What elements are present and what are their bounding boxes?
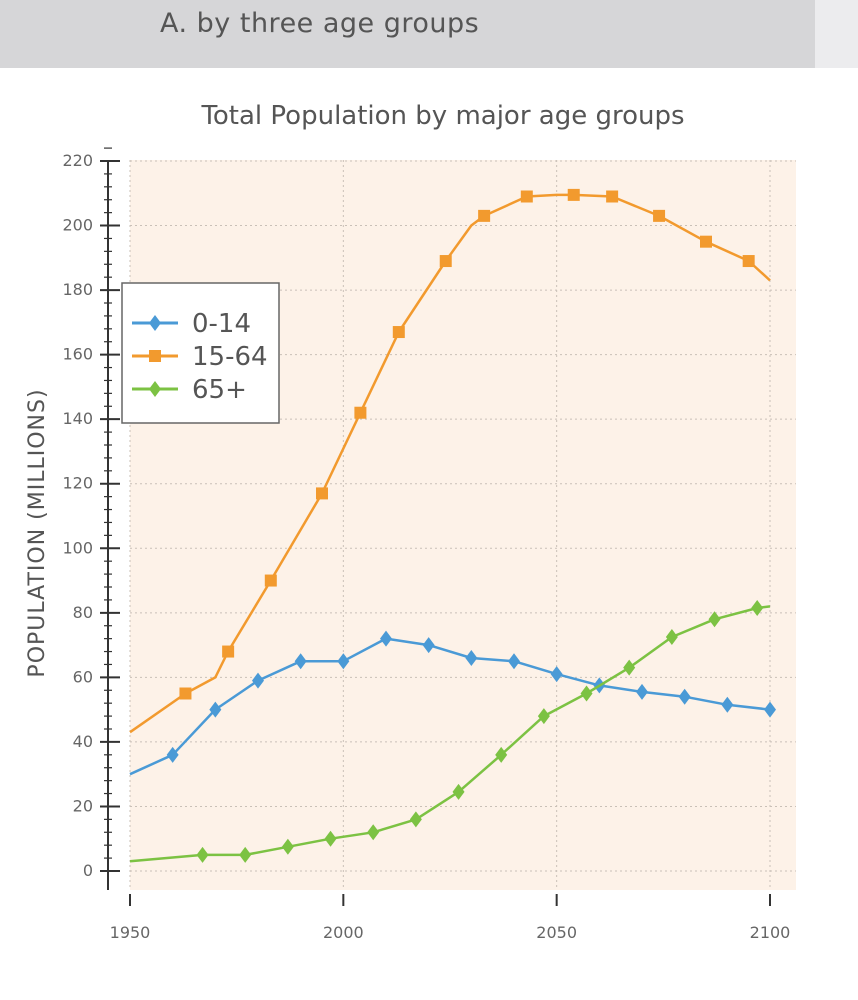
- data-point-15-64: [439, 255, 452, 268]
- data-point-0-14: [465, 650, 478, 666]
- data-point-65: [239, 846, 252, 863]
- data-point-15-64: [179, 687, 192, 700]
- data-point-0-14: [337, 653, 350, 670]
- section-title: A. by three age groups: [160, 8, 480, 39]
- x-tick-label: 1950: [110, 923, 151, 942]
- data-point-65: [580, 685, 593, 702]
- plot-background: [130, 160, 796, 890]
- data-point-0-14: [764, 701, 776, 718]
- data-point-0-14: [678, 688, 691, 705]
- y-tick-label: 80: [73, 603, 93, 622]
- y-tick-label: 20: [73, 796, 93, 815]
- data-point-0-14: [508, 653, 520, 670]
- data-point-15-64: [264, 574, 277, 587]
- y-tick-label: 100: [62, 538, 93, 557]
- data-point-0-14: [166, 746, 179, 763]
- data-point-0-14: [294, 653, 307, 670]
- y-tick-label: 120: [62, 474, 93, 493]
- data-point-15-64: [700, 235, 712, 248]
- data-point-15-64: [392, 326, 405, 339]
- y-tick-label: 60: [73, 667, 93, 686]
- data-point-65: [409, 811, 422, 828]
- y-tick-label: 0: [83, 861, 93, 880]
- legend-label-0-14: 0-14: [192, 309, 251, 339]
- data-point-65: [196, 846, 209, 863]
- data-point-0-14: [209, 701, 222, 718]
- y-tick-label: 180: [62, 280, 93, 299]
- chart-title: Total Population by major age groups: [200, 101, 684, 131]
- data-point-65: [537, 708, 550, 725]
- legend-marker-15-64: [149, 350, 161, 362]
- x-tick-label: 2000: [323, 923, 364, 942]
- data-point-15-64: [742, 255, 755, 268]
- data-point-15-64: [478, 209, 491, 222]
- data-point-65: [324, 830, 337, 847]
- x-tick-label: 2050: [536, 923, 577, 942]
- series-line-65: [129, 605, 771, 863]
- data-point-15-64: [606, 190, 619, 203]
- data-point-0-14: [636, 683, 648, 700]
- data-point-65: [751, 599, 764, 616]
- x-tick-label: 2100: [750, 923, 791, 942]
- data-point-65: [452, 783, 465, 800]
- data-point-15-64: [653, 209, 666, 222]
- section-header: [0, 0, 815, 68]
- data-point-15-64: [354, 406, 367, 419]
- data-point-65: [708, 611, 721, 628]
- y-tick-label: 220: [62, 151, 93, 170]
- data-point-0-14: [721, 696, 734, 713]
- data-point-0-14: [380, 630, 392, 647]
- legend-label-65: 65+: [192, 375, 247, 405]
- data-point-15-64: [520, 190, 533, 203]
- y-tick-label: 140: [62, 409, 93, 428]
- population-line-chart: Total Population by major age groups POP…: [25, 101, 796, 942]
- data-point-15-64: [222, 645, 235, 658]
- y-tick-label: 160: [62, 345, 93, 364]
- header-side-panel: [815, 0, 858, 68]
- data-point-65: [665, 629, 678, 646]
- data-point-0-14: [252, 672, 264, 689]
- data-point-65: [623, 659, 636, 676]
- legend-marker-65: [149, 381, 161, 397]
- legend-label-15-64: 15-64: [192, 342, 268, 372]
- y-axis-label: POPULATION (MILLIONS): [25, 388, 50, 677]
- data-point-65: [495, 746, 508, 763]
- data-point-15-64: [567, 188, 580, 201]
- legend-box: [121, 282, 280, 424]
- series-line-0-14: [129, 637, 771, 776]
- data-point-0-14: [422, 637, 435, 654]
- legend-marker-0-14: [149, 315, 161, 331]
- y-tick-label: 200: [62, 216, 93, 235]
- data-point-15-64: [316, 487, 328, 500]
- data-point-65: [367, 824, 380, 841]
- y-tick-label: 40: [73, 732, 93, 751]
- data-point-65: [281, 838, 294, 855]
- data-point-0-14: [550, 666, 563, 683]
